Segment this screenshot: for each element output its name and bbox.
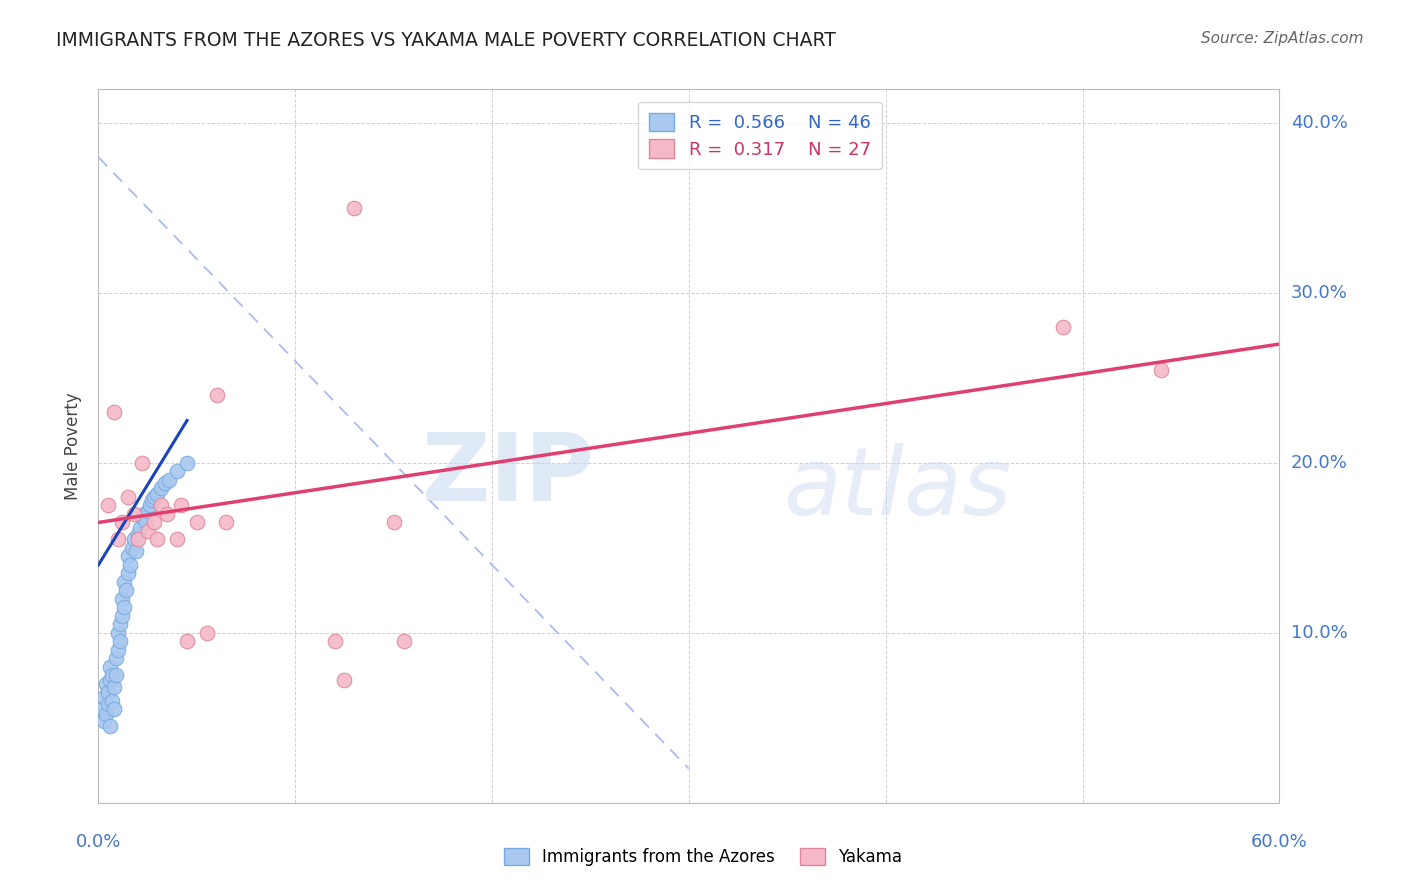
Point [118,558,141,572]
Point [111,516,134,530]
Text: 10.0%: 10.0% [1291,624,1347,642]
Point [176,456,198,470]
Point [166,465,188,479]
Point [138,499,160,513]
Point [107,643,129,657]
Point [122,533,145,547]
Point [176,634,198,648]
Text: 0.0%: 0.0% [76,833,121,851]
Point [93,714,115,729]
Point [125,544,148,558]
Point [195,626,218,640]
Text: 60.0%: 60.0% [1251,833,1308,851]
Text: 40.0%: 40.0% [1291,114,1347,132]
Point [323,634,346,648]
Point [1150,362,1173,376]
Point [97,499,120,513]
Point [98,719,121,733]
Point [135,516,157,530]
Point [105,668,128,682]
Point [136,524,159,538]
Point [103,405,125,419]
Text: IMMIGRANTS FROM THE AZORES VS YAKAMA MALE POVERTY CORRELATION CHART: IMMIGRANTS FROM THE AZORES VS YAKAMA MAL… [56,31,837,50]
Point [98,673,121,688]
Point [117,490,139,504]
Point [103,680,125,694]
Point [215,516,238,530]
Point [108,617,131,632]
Point [156,507,179,521]
Point [170,499,193,513]
Point [98,660,121,674]
Point [112,574,135,589]
Point [108,634,131,648]
Point [117,566,139,581]
Point [128,520,150,534]
Point [132,507,155,521]
Point [205,388,228,402]
Point [157,473,180,487]
Point [105,651,128,665]
Point [392,634,415,648]
Point [186,516,208,530]
Legend: R =  0.566    N = 46, R =  0.317    N = 27: R = 0.566 N = 46, R = 0.317 N = 27 [638,102,882,169]
Point [155,476,177,491]
Point [121,541,143,555]
Point [111,591,134,606]
Point [333,673,356,688]
Point [127,527,149,541]
Point [146,533,169,547]
Point [107,533,129,547]
Point [103,702,125,716]
Point [97,685,120,699]
Text: 30.0%: 30.0% [1291,284,1347,302]
Text: ZIP: ZIP [422,428,595,521]
Legend: Immigrants from the Azores, Yakama: Immigrants from the Azores, Yakama [498,841,908,873]
Point [1052,320,1074,334]
Point [122,507,145,521]
Point [136,503,159,517]
Point [150,499,173,513]
Point [117,549,139,564]
Point [107,626,129,640]
Point [150,482,173,496]
Point [96,707,118,722]
Point [142,516,165,530]
Point [142,490,165,504]
Point [131,510,153,524]
Y-axis label: Male Poverty: Male Poverty [65,392,83,500]
Point [96,677,118,691]
Point [101,668,124,682]
Point [112,600,135,615]
Point [382,516,405,530]
Point [146,486,169,500]
Point [91,702,114,716]
Point [93,690,115,705]
Point [166,533,188,547]
Point [131,456,153,470]
Text: 20.0%: 20.0% [1291,454,1347,472]
Text: atlas: atlas [783,443,1012,534]
Point [101,694,124,708]
Point [111,608,134,623]
Point [343,201,366,215]
Text: Source: ZipAtlas.com: Source: ZipAtlas.com [1201,31,1364,46]
Point [97,698,120,712]
Point [141,493,163,508]
Point [115,583,138,598]
Point [127,533,149,547]
